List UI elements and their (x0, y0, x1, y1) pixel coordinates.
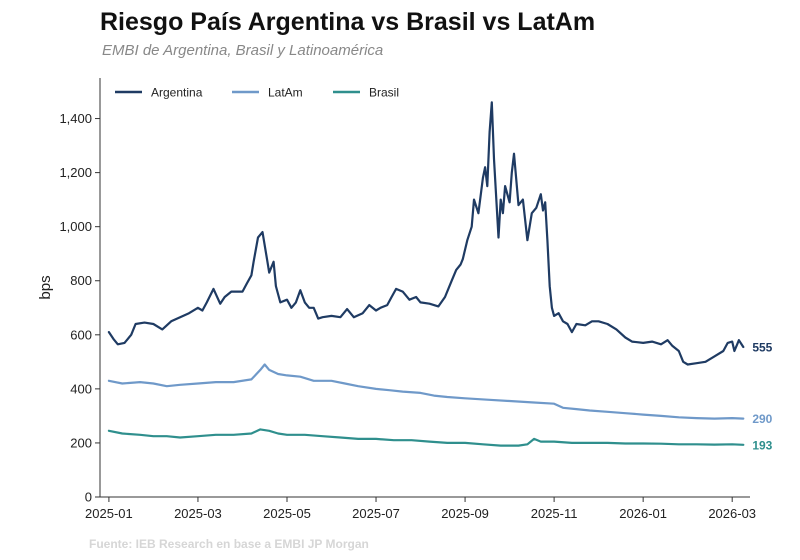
end-labels: 555 290 193 (752, 340, 772, 452)
x-tick-label: 2025-01 (85, 506, 133, 521)
x-tick-label: 2025-03 (174, 506, 222, 521)
chart-title: Riesgo País Argentina vs Brasil vs LatAm (100, 8, 596, 36)
y-tick-label: 600 (70, 327, 92, 342)
y-tick-label: 1,400 (59, 111, 92, 126)
x-tick-label: 2025-11 (531, 506, 578, 521)
y-axis-label: bps (37, 275, 54, 299)
x-tick-label: 2025-07 (352, 506, 400, 521)
x-tick-label: 2026-01 (619, 506, 667, 521)
legend-label-argentina: Argentina (151, 86, 203, 100)
y-tick-label: 1,000 (59, 219, 92, 234)
x-tick-label: 2026-03 (708, 506, 756, 521)
legend-label-latam: LatAm (268, 86, 303, 100)
legend: Argentina LatAm Brasil (115, 86, 399, 100)
y-tick-label: 0 (85, 490, 92, 505)
series-lines (107, 101, 745, 447)
legend-label-brasil: Brasil (369, 86, 399, 100)
y-tick-label: 800 (70, 273, 92, 288)
end-label-latam: 290 (752, 412, 772, 426)
end-label-brasil: 193 (752, 438, 772, 452)
x-tick-label: 2025-05 (263, 506, 311, 521)
x-tick-label: 2025-09 (441, 506, 489, 521)
chart-subtitle: EMBI de Argentina, Brasil y Latinoaméric… (102, 42, 384, 59)
y-tick-label: 1,200 (59, 165, 92, 180)
series-line-brasil (107, 428, 745, 447)
series-line-argentina (107, 101, 745, 366)
source-note: Fuente: IEB Research en base a EMBI JP M… (89, 537, 369, 551)
end-label-argentina: 555 (752, 340, 772, 354)
axes: 0 200 400 600 800 1,000 1,200 1,400 2025-01 2025-… (37, 78, 756, 521)
series-line-latam (107, 363, 745, 420)
y-tick-label: 200 (70, 435, 92, 450)
y-tick-label: 400 (70, 381, 92, 396)
